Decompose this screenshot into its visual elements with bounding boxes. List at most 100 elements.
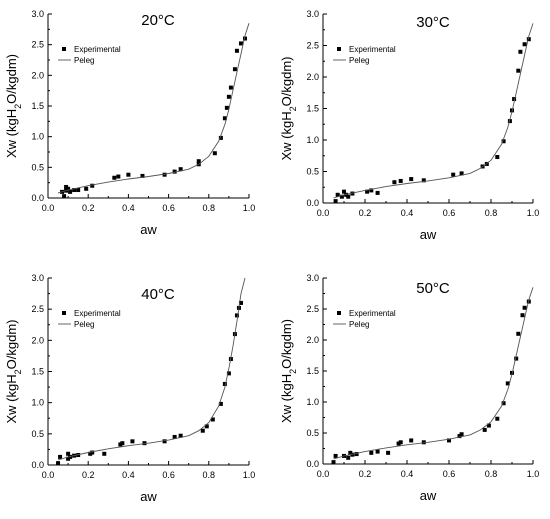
x-tick-label: 1.0 <box>527 208 540 218</box>
y-tick-label: 1.5 <box>31 367 44 377</box>
legend-label-peleg: Peleg <box>349 56 369 65</box>
experimental-point <box>64 184 69 189</box>
experimental-point <box>398 178 403 183</box>
experimental-point <box>520 313 525 318</box>
experimental-point <box>457 434 462 439</box>
legend-label-peleg: Peleg <box>74 320 94 329</box>
x-tick-label: 0.6 <box>443 208 456 218</box>
experimental-point <box>222 381 227 386</box>
experimental-point <box>224 105 229 110</box>
y-tick-label: 0.5 <box>306 428 319 438</box>
legend-label-peleg: Peleg <box>349 320 369 329</box>
experimental-point <box>226 371 231 376</box>
x-tick-label: 0.2 <box>359 208 372 218</box>
experimental-point <box>375 190 380 195</box>
experimental-point <box>526 37 531 42</box>
experimental-point <box>516 331 521 336</box>
y-tick-label: 3.0 <box>31 9 44 19</box>
experimental-point <box>178 433 183 438</box>
x-axis-label: aw <box>420 227 437 242</box>
y-tick-label: 1.5 <box>31 101 44 111</box>
x-axis-label: aw <box>140 222 157 237</box>
experimental-point <box>398 440 403 445</box>
experimental-point <box>56 461 61 466</box>
y-tick-label: 2.5 <box>306 304 319 314</box>
chart-panel-4: 0.0 0.5 1.0 1.5 2.0 2.5 3.0 0.0 0.2 0.4 0.6 0.8 1.0 5… <box>279 273 539 503</box>
experimental-point <box>118 442 123 447</box>
x-tick-label: 1.0 <box>243 203 256 213</box>
y-axis-label: Xw (kgH2O/kgdm) <box>279 319 298 423</box>
chart-panel-1: 0.0 0.5 1.0 1.5 2.0 2.5 3.0 0.0 0.2 0.4 0.6 0.8 1.0 2… <box>4 9 255 237</box>
experimental-point <box>354 452 359 457</box>
x-tick-label: 0.8 <box>485 469 498 479</box>
experimental-point <box>365 189 370 194</box>
experimental-point <box>518 49 523 54</box>
experimental-point <box>212 151 217 156</box>
experimental-point <box>130 439 135 444</box>
experimental-point <box>222 116 227 121</box>
experimental-point <box>172 169 177 174</box>
x-tick-label: 1.0 <box>527 469 540 479</box>
experimental-point <box>210 417 215 422</box>
experimental-point <box>409 177 414 182</box>
experimental-point <box>335 192 340 197</box>
experimental-point <box>421 178 426 183</box>
y-tick-label: 0.0 <box>306 198 319 208</box>
experimental-point <box>333 199 338 204</box>
y-tick-label: 1.5 <box>306 366 319 376</box>
experimental-point <box>76 188 81 193</box>
experimental-point <box>66 451 71 456</box>
legend-marker-experimental <box>337 47 341 51</box>
x-tick-label: 0.8 <box>203 470 216 480</box>
experimental-point <box>348 450 353 455</box>
experimental-point <box>421 440 426 445</box>
x-axis-label: aw <box>140 489 157 504</box>
x-tick-label: 0.6 <box>162 203 175 213</box>
experimental-point <box>512 97 517 102</box>
chart-panel-3: 0.0 0.5 1.0 1.5 2.0 2.5 3.0 0.0 0.2 0.4 0.6 0.8 1.0 4… <box>4 273 255 504</box>
chart-title: 40°C <box>141 286 175 303</box>
peleg-fit-line <box>333 23 534 199</box>
peleg-fit-line <box>333 287 534 460</box>
experimental-point <box>451 172 456 177</box>
y-tick-label: 2.5 <box>31 304 44 314</box>
y-tick-label: 2.0 <box>31 70 44 80</box>
experimental-point <box>346 194 351 199</box>
y-tick-label: 3.0 <box>31 273 44 283</box>
legend-marker-experimental <box>337 311 341 315</box>
experimental-point <box>522 42 527 47</box>
experimental-point <box>331 460 336 465</box>
y-tick-label: 2.5 <box>306 41 319 51</box>
y-tick-label: 0.5 <box>306 167 319 177</box>
peleg-fit-line <box>57 23 250 194</box>
experimental-point <box>66 186 71 191</box>
x-tick-label: 0.8 <box>485 208 498 218</box>
experimental-point <box>409 438 414 443</box>
experimental-point <box>218 401 223 406</box>
y-axis-label: Xw (kgH2O/kgdm) <box>279 57 298 161</box>
x-tick-label: 0.0 <box>42 470 55 480</box>
experimental-point <box>142 441 147 446</box>
y-tick-label: 2.5 <box>31 40 44 50</box>
legend-label-experimental: Experimental <box>74 309 121 318</box>
experimental-point <box>112 175 117 180</box>
experimental-point <box>196 159 201 164</box>
y-tick-label: 0.0 <box>31 193 44 203</box>
experimental-point <box>339 194 344 199</box>
experimental-point <box>386 450 391 455</box>
experimental-point <box>522 305 527 310</box>
experimental-point <box>501 401 506 406</box>
experimental-point <box>126 172 131 177</box>
legend-label-experimental: Experimental <box>349 309 396 318</box>
experimental-point <box>516 68 521 73</box>
x-tick-label: 0.4 <box>401 469 414 479</box>
experimental-point <box>232 67 237 72</box>
y-tick-label: 0.5 <box>31 429 44 439</box>
experimental-point <box>228 85 233 90</box>
experimental-point <box>495 155 500 160</box>
experimental-point <box>375 449 380 454</box>
experimental-point <box>162 172 167 177</box>
experimental-point <box>459 171 464 176</box>
x-tick-label: 1.0 <box>243 470 256 480</box>
